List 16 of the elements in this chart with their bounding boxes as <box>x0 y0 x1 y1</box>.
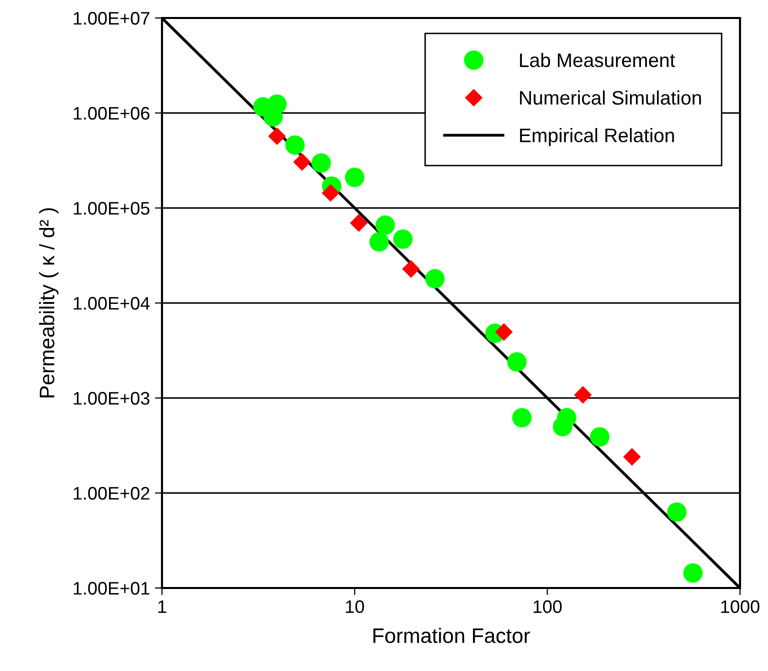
legend-label: Empirical Relation <box>520 128 674 146</box>
x-tick-label: 1000 <box>721 600 760 614</box>
y-axis-title: Permeability ( κ / d² ) <box>39 208 58 398</box>
legend-label: Lab Measurement <box>520 52 676 68</box>
y-tick-label: 1.00E+06 <box>74 106 150 120</box>
x-axis-title: Formation Factor <box>373 628 530 644</box>
y-tick-label: 1.00E+03 <box>74 392 150 405</box>
legend-label: Numerical Simulation <box>520 90 701 105</box>
x-tick-label: 100 <box>534 600 562 614</box>
y-tick-label: 1.00E+01 <box>74 582 150 595</box>
y-tick-label: 1.00E+07 <box>74 12 150 25</box>
x-tick-label: 1 <box>158 600 166 613</box>
y-tick-label: 1.00E+04 <box>74 296 150 310</box>
y-tick-label: 1.00E+02 <box>74 486 150 500</box>
y-tick-label: 1.00E+05 <box>74 202 150 215</box>
x-tick-label: 10 <box>346 600 364 614</box>
